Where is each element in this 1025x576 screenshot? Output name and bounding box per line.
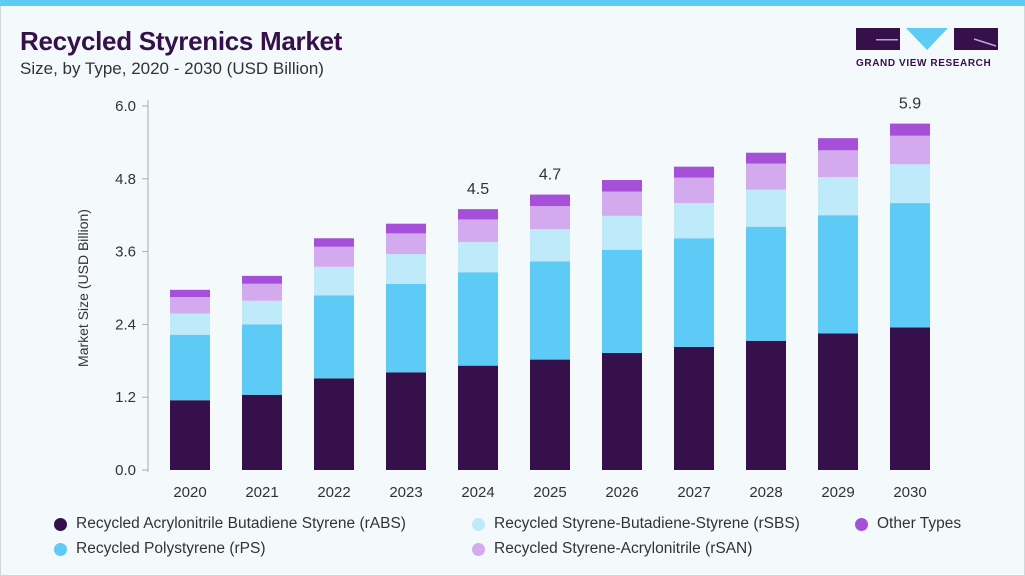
- bar-segment: [314, 295, 354, 379]
- bar-segment: [458, 365, 498, 470]
- bar-segment: [818, 138, 858, 151]
- bar-segment: [530, 229, 570, 262]
- bar-segment: [746, 226, 786, 341]
- bar-segment: [170, 313, 210, 335]
- bar-segment: [818, 176, 858, 216]
- bar-segment: [818, 215, 858, 334]
- x-tick-label: 2028: [749, 484, 782, 501]
- bar-segment: [170, 297, 210, 314]
- chart-subtitle: Size, by Type, 2020 - 2030 (USD Billion): [20, 59, 324, 78]
- bar-segment: [386, 283, 426, 373]
- bar-segment: [458, 219, 498, 242]
- bar-segment: [386, 254, 426, 284]
- legend-item: Recycled Acrylonitrile Butadiene Styrene…: [54, 515, 406, 533]
- bar-segment: [242, 275, 282, 284]
- legend-item: Other Types: [855, 515, 961, 533]
- y-tick-label: 4.8: [115, 171, 136, 188]
- x-tick-label: 2022: [317, 484, 350, 501]
- bar-segment: [746, 340, 786, 470]
- x-tick-label: 2029: [821, 484, 854, 501]
- legend-swatch-icon: [472, 517, 485, 531]
- legend-label: Recycled Styrene-Butadiene-Styrene (rSBS…: [494, 515, 800, 532]
- bar-segment: [170, 289, 210, 298]
- x-tick-label: 2023: [389, 484, 422, 501]
- bar-segment: [818, 333, 858, 470]
- bar-segment: [458, 241, 498, 273]
- bar-segment: [890, 203, 930, 328]
- bar-segment: [674, 346, 714, 470]
- grand-view-research-logo: [856, 28, 998, 50]
- bar-segment: [890, 123, 930, 136]
- bar-segment: [674, 238, 714, 347]
- bar-segment: [458, 272, 498, 366]
- x-tick-label: 2025: [533, 484, 566, 501]
- bar-segment: [314, 246, 354, 267]
- bar-segment: [314, 378, 354, 470]
- bar-segment: [602, 191, 642, 216]
- bar-segment: [170, 400, 210, 470]
- bar-segment: [386, 372, 426, 470]
- bar-segment: [890, 135, 930, 165]
- y-tick-label: 6.0: [115, 98, 136, 115]
- accent-bar: [0, 0, 1025, 6]
- bar-segment: [674, 203, 714, 239]
- bar-segment: [530, 261, 570, 360]
- bar-segment: [746, 152, 786, 164]
- legend-swatch-icon: [54, 542, 67, 556]
- bar-segment: [314, 266, 354, 296]
- bar-segment: [242, 283, 282, 301]
- chart-title: Recycled Styrenics Market: [20, 26, 343, 56]
- legend-swatch-icon: [855, 517, 868, 531]
- bar-segment: [746, 189, 786, 227]
- logo-text: GRAND VIEW RESEARCH: [856, 58, 992, 69]
- y-tick-label: 2.4: [115, 316, 136, 333]
- x-tick-label: 2021: [245, 484, 278, 501]
- bar-segment: [386, 223, 426, 234]
- x-tick-label: 2020: [173, 484, 206, 501]
- bar-segment: [242, 300, 282, 325]
- legend-label: Other Types: [877, 515, 962, 532]
- bar-segment: [602, 352, 642, 470]
- bar-segment: [890, 327, 930, 470]
- legend-item: Recycled Styrene-Acrylonitrile (rSAN): [472, 540, 752, 558]
- bar-segment: [314, 238, 354, 247]
- legend-item: Recycled Polystyrene (rPS): [54, 540, 266, 558]
- legend-item: Recycled Styrene-Butadiene-Styrene (rSBS…: [472, 515, 800, 533]
- bar-segment: [818, 150, 858, 177]
- legend-swatch-icon: [472, 542, 485, 556]
- data-label: 5.9: [899, 96, 921, 113]
- bar-segment: [170, 334, 210, 401]
- legend-label: Recycled Acrylonitrile Butadiene Styrene…: [76, 515, 406, 532]
- y-tick-label: 0.0: [115, 462, 136, 479]
- bar-segment: [530, 206, 570, 230]
- data-label: 4.5: [467, 181, 489, 198]
- bar-segment: [674, 177, 714, 204]
- bar-segment: [386, 233, 426, 255]
- y-tick-label: 3.6: [115, 244, 136, 261]
- bar-segment: [602, 249, 642, 353]
- y-tick-label: 1.2: [115, 389, 136, 406]
- x-tick-label: 2030: [893, 484, 926, 501]
- legend-label: Recycled Polystyrene (rPS): [76, 540, 266, 557]
- x-tick-label: 2024: [461, 484, 494, 501]
- bar-segment: [242, 394, 282, 470]
- legend-label: Recycled Styrene-Acrylonitrile (rSAN): [494, 540, 753, 557]
- bar-segment: [746, 163, 786, 190]
- data-label: 4.7: [539, 167, 561, 184]
- x-tick-label: 2026: [605, 484, 638, 501]
- y-axis-label: Market Size (USD Billion): [75, 209, 91, 367]
- legend-swatch-icon: [54, 517, 67, 531]
- bar-segment: [890, 164, 930, 204]
- bar-segment: [458, 209, 498, 220]
- bar-segment: [530, 194, 570, 207]
- bar-segment: [674, 166, 714, 178]
- bar-segment: [602, 215, 642, 250]
- bar-segment: [602, 180, 642, 192]
- bar-segment: [530, 359, 570, 470]
- bar-segment: [242, 324, 282, 395]
- x-tick-label: 2027: [677, 484, 710, 501]
